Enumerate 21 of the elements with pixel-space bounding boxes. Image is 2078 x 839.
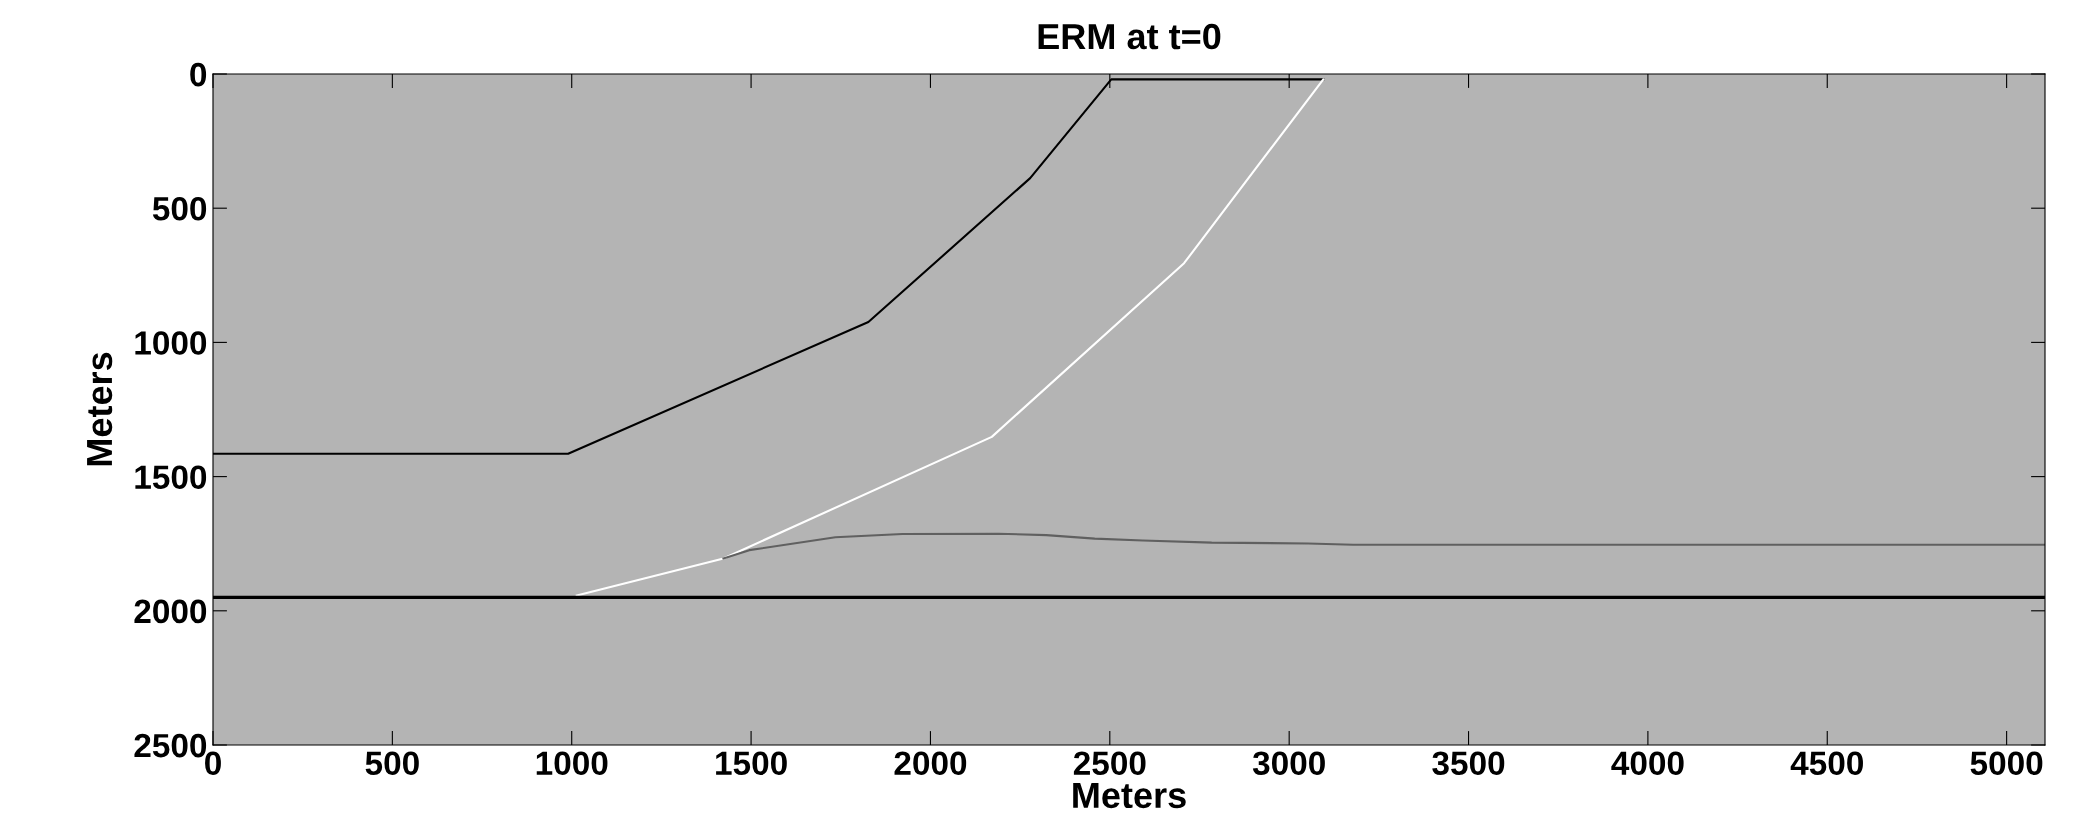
- x-axis-title: Meters: [1073, 782, 1186, 809]
- line-series: [575, 78, 1325, 597]
- x-tick-label: 3000: [1252, 751, 1325, 776]
- x-tick-label: 4500: [1790, 751, 1863, 776]
- line-series: [722, 532, 2045, 560]
- y-tick-label: 2000: [134, 599, 207, 624]
- y-tick-label: 500: [152, 197, 207, 221]
- x-tick-label: 3500: [1432, 751, 1505, 776]
- x-tick-label: 2000: [894, 751, 967, 776]
- y-tick-label: 1500: [135, 465, 207, 490]
- x-tick-label: 2500: [1073, 751, 1146, 776]
- y-tick-label: 1000: [135, 331, 207, 355]
- chart-title: ERM at t=0: [1038, 23, 1221, 50]
- x-tick-label: 1500: [716, 751, 787, 776]
- y-tick-label: 0: [190, 62, 207, 87]
- x-tick-label: 500: [365, 751, 419, 776]
- y-tick-label: 2500: [134, 733, 207, 758]
- x-tick-label: 4000: [1611, 751, 1684, 776]
- y-axis-title: Meters: [87, 352, 113, 466]
- x-tick-label: 1000: [536, 751, 608, 776]
- x-tick-label: 5000: [1970, 751, 2043, 776]
